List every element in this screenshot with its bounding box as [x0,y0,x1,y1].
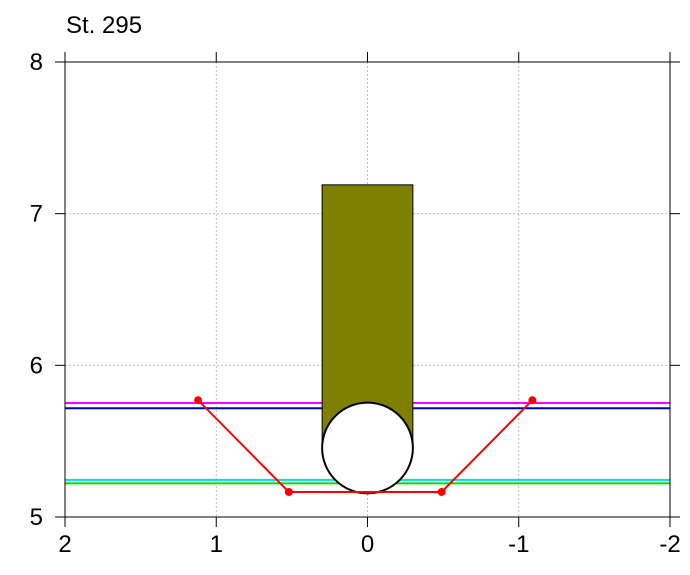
series-line-0 [197,399,534,493]
x-tick-label-0: 2 [58,531,71,558]
series-point-0-2 [437,487,446,496]
series-point-0-0 [194,396,203,405]
x-tick-label-1: 1 [210,531,223,558]
series-point-0-3 [528,396,537,405]
series-point-0-1 [284,487,293,496]
series [194,396,537,496]
y-tick-label-1: 6 [30,352,43,379]
structure-shapes [321,184,414,495]
x-tick-label-2: 0 [361,531,374,558]
axes: 2 1 0 -1 -2 5 6 7 8 [30,49,681,558]
y-tick-label-0: 5 [30,504,43,531]
chart-title: St. 295 [66,12,142,39]
y-tick-label-2: 7 [30,201,43,228]
pipe-circle [321,401,414,495]
x-tick-label-4: -2 [659,531,680,558]
y-tick-label-3: 8 [30,49,43,76]
x-tick-label-3: -1 [508,531,529,558]
